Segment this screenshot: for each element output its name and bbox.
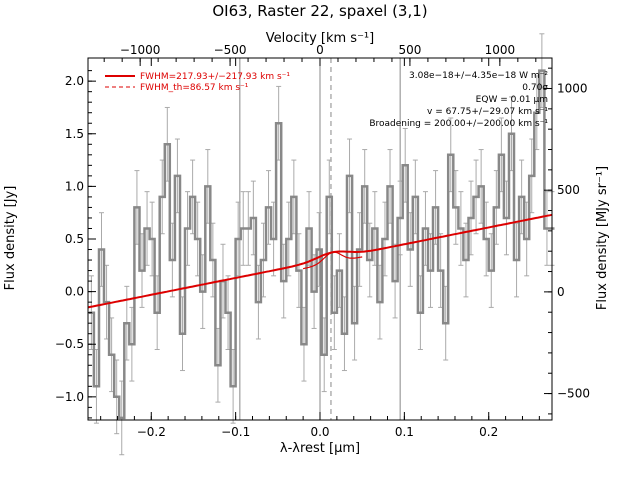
bottom-ticks: −0.2 −0.1 0.0 0.1 0.2 [100, 58, 540, 439]
top-tick-label: −500 [214, 43, 247, 57]
right-ticks: −500 0 500 1000 [544, 67, 590, 415]
top-tick-label: 0 [316, 43, 324, 57]
top-axis-title: Velocity [km s⁻¹] [266, 31, 374, 46]
top-tick-label: 500 [398, 43, 421, 57]
y-axis-title: Flux density [Jy] [3, 186, 18, 291]
legend-label-fwhm: FWHM=217.93+/−217.93 km s⁻¹ [140, 72, 290, 82]
chart-title: OI63, Raster 22, spaxel (3,1) [212, 2, 427, 20]
y-tick-label: 2.0 [65, 74, 84, 88]
legend: FWHM=217.93+/−217.93 km s⁻¹ FWHM_th=86.5… [105, 72, 290, 93]
y-tick-label: 1.5 [65, 127, 84, 141]
right-tick-label: 1000 [557, 82, 588, 96]
left-ticks: −1.0 −0.5 0.0 0.5 1.0 1.5 2.0 [55, 70, 96, 419]
annotation-velocity: v = 67.75+/−29.07 km s⁻¹ [427, 107, 548, 117]
x-tick-label: 0.2 [479, 425, 498, 439]
y-tick-label: −0.5 [55, 337, 84, 351]
right-tick-label: −500 [557, 387, 590, 401]
x-tick-label: 0.1 [395, 425, 414, 439]
gaussian-bump [302, 251, 363, 270]
top-tick-label: 1000 [485, 43, 516, 57]
y-tick-label: 1.0 [65, 179, 84, 193]
annotation-eqw: EQW = 0.01 μm [476, 95, 548, 105]
top-tick-label: −1000 [120, 43, 161, 57]
y-tick-label: −1.0 [55, 390, 84, 404]
x-tick-label: −0.1 [221, 425, 250, 439]
data-steps [88, 69, 555, 420]
x-axis-title: λ-λrest [μm] [280, 441, 360, 456]
right-tick-label: 0 [557, 285, 565, 299]
annotation-sigma: 0.70σ [522, 83, 548, 93]
fit-annotations: 3.08e−18+/−4.35e−18 W m⁻² 0.70σ EQW = 0.… [369, 71, 548, 129]
x-tick-label: 0.0 [310, 425, 329, 439]
annotation-flux: 3.08e−18+/−4.35e−18 W m⁻² [409, 71, 548, 81]
x-tick-label: −0.2 [137, 425, 166, 439]
fit-line [87, 213, 553, 309]
annotation-broadening: Broadening = 200.00+/−200.00 km s⁻¹ [369, 119, 548, 129]
right-tick-label: 500 [557, 183, 580, 197]
right-axis-title: Flux density [MJy sr⁻¹] [595, 166, 610, 310]
y-tick-label: 0.0 [65, 285, 84, 299]
y-tick-label: 0.5 [65, 232, 84, 246]
legend-label-fwhm-th: FWHM_th=86.57 km s⁻¹ [140, 83, 249, 93]
top-ticks: −1000 −500 0 500 1000 [103, 43, 537, 66]
